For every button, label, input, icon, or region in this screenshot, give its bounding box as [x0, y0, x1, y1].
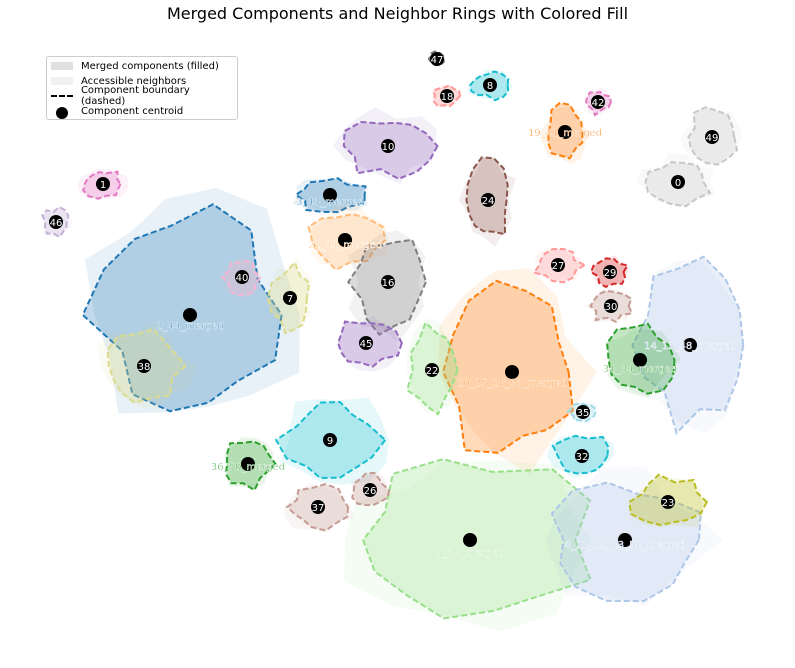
component-label-20_25_28_33_merged: 20_25_28_33_merged	[457, 378, 567, 389]
component-label-26: 26	[364, 486, 377, 497]
legend-label-filled: Merged components (filled)	[81, 60, 219, 72]
neighbor-ring-4_11_12_13_51_merged	[545, 467, 723, 606]
component-label-47: 47	[431, 55, 444, 66]
centroid-10	[381, 139, 395, 153]
legend-label-boundary: Component boundary (dashed)	[80, 85, 190, 107]
component-label-23: 23	[662, 498, 675, 509]
centroid-29	[603, 265, 617, 279]
component-label-42: 42	[592, 98, 605, 109]
centroid-2_44_merged	[183, 308, 197, 322]
neighbor-swatch	[51, 77, 73, 85]
neighbor-ring-2_44_merged	[85, 188, 300, 414]
centroid-21_41_merged	[338, 233, 352, 247]
centroid-20_25_28_33_merged	[505, 365, 519, 379]
component-label-22: 22	[426, 366, 439, 377]
centroid-22	[425, 363, 439, 377]
component-label-10: 10	[382, 142, 395, 153]
centroid-42	[591, 95, 605, 109]
centroid-swatch	[51, 107, 73, 119]
legend-item-boundary: Component boundary (dashed)	[51, 85, 237, 107]
component-label-37: 37	[312, 503, 325, 514]
centroid-38	[137, 359, 151, 373]
component-label-9: 9	[327, 436, 333, 447]
component-label-38: 38	[138, 362, 151, 373]
centroid-24	[481, 193, 495, 207]
centroid-14_15_48_merged	[683, 338, 697, 352]
component-label-0: 0	[675, 178, 681, 189]
component-label-8: 8	[487, 81, 493, 92]
legend-item-neighbors: Accessible neighbors	[51, 74, 186, 88]
centroid-7	[283, 291, 297, 305]
legend-item-centroid: Component centroid	[51, 104, 184, 119]
centroid-26	[363, 483, 377, 497]
component-label-36_50_merged: 36_50_merged	[211, 462, 285, 473]
component-label-19_41_merged: 19_41_merged	[528, 128, 602, 139]
component-label-16: 16	[382, 278, 395, 289]
component-label-49: 49	[706, 133, 719, 144]
centroid-18	[440, 89, 454, 103]
component-label-14_15_48_merged: 14_15_48_merged	[644, 341, 736, 352]
component-label-24: 24	[482, 196, 495, 207]
legend: Merged components (filled) Accessible ne…	[46, 56, 238, 120]
component-label-1: 1	[100, 180, 106, 191]
centroid-0	[671, 175, 685, 189]
centroid-40	[235, 270, 249, 284]
component-label-27: 27	[552, 261, 565, 272]
centroid-9	[323, 433, 337, 447]
centroid-37	[311, 500, 325, 514]
component-label-21_41_merged: 21_41_merged	[308, 240, 382, 251]
centroid-16	[381, 275, 395, 289]
centroid-23	[661, 495, 675, 509]
centroid-45	[359, 336, 373, 350]
component-label-31_34_merged: 31_34_merged	[603, 364, 677, 375]
centroid-27	[551, 258, 565, 272]
dashed-line-swatch	[51, 95, 73, 97]
centroid-49	[705, 130, 719, 144]
component-label-7: 7	[287, 294, 293, 305]
chart-title: Merged Components and Neighbor Rings wit…	[166, 4, 629, 23]
component-label-45: 45	[360, 339, 373, 350]
filled-swatch	[51, 62, 73, 70]
legend-item-filled: Merged components (filled)	[51, 59, 219, 73]
centroid-1	[96, 177, 110, 191]
centroid-4_11_12_13_51_merged	[618, 533, 632, 547]
component-label-30: 30	[605, 302, 618, 313]
component-label-4_11_12_13_51_merged: 4_11_12_13_51_merged	[565, 540, 686, 551]
component-region-2_44_merged	[81, 203, 283, 413]
centroid-36_50_merged	[241, 457, 255, 471]
centroid-8	[483, 78, 497, 92]
component-label-2_44_merged: 2_44_merged	[156, 321, 224, 332]
centroid-marks: 2_44_merged3_43_merged21_41_merged161024…	[49, 52, 736, 559]
legend-label-neighbors: Accessible neighbors	[81, 75, 187, 87]
component-label-35: 35	[577, 408, 590, 419]
centroid-46	[49, 215, 63, 229]
centroid-35	[576, 405, 590, 419]
centroid-31_34_merged	[633, 353, 647, 367]
component-label-46: 46	[50, 218, 63, 229]
centroid-19_41_merged	[558, 125, 572, 139]
component-label-40: 40	[236, 273, 249, 284]
centroid-32	[575, 449, 589, 463]
centroid-3_43_merged	[323, 188, 337, 202]
component-label-5_39_merged: 5_39_merged	[436, 548, 504, 559]
centroid-30	[604, 299, 618, 313]
component-label-32: 32	[576, 452, 589, 463]
legend-label-centroid: Component centroid	[81, 105, 184, 117]
centroid-5_39_merged	[463, 533, 477, 547]
component-label-18: 18	[441, 92, 454, 103]
component-label-29: 29	[604, 268, 617, 279]
centroid-47	[430, 52, 444, 66]
component-label-3_43_merged: 3_43_merged	[296, 197, 364, 208]
